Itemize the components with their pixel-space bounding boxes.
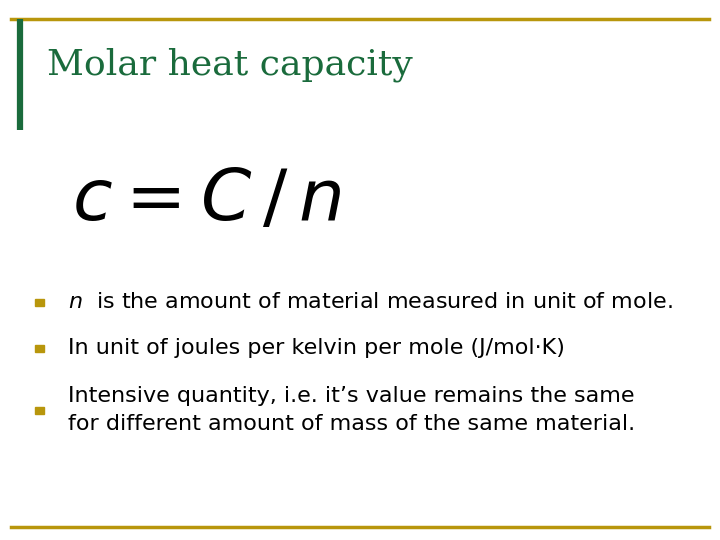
Bar xyxy=(35,345,44,352)
Text: Molar heat capacity: Molar heat capacity xyxy=(47,48,413,82)
Bar xyxy=(35,299,44,306)
Text: $n$  is the amount of material measured in unit of mole.: $n$ is the amount of material measured i… xyxy=(68,292,673,313)
Text: $c = C\,/\,n$: $c = C\,/\,n$ xyxy=(72,165,341,235)
Text: In unit of joules per kelvin per mole (J/mol·K): In unit of joules per kelvin per mole (J… xyxy=(68,338,565,359)
Bar xyxy=(35,407,44,414)
Text: Intensive quantity, i.e. it’s value remains the same
for different amount of mas: Intensive quantity, i.e. it’s value rema… xyxy=(68,387,636,434)
